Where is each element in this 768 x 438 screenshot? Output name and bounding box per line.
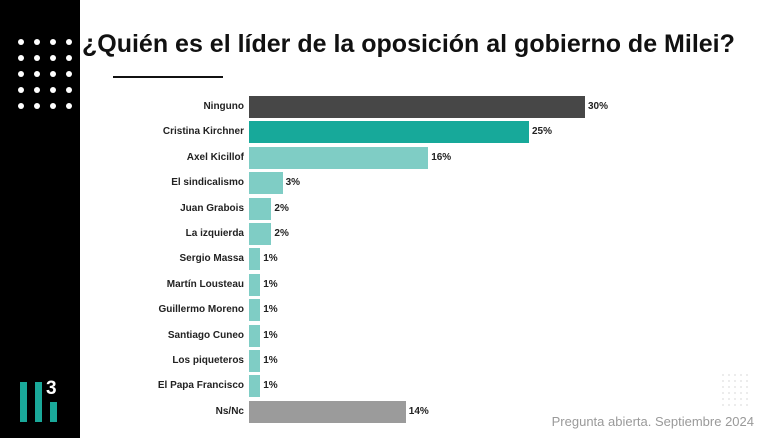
dot (18, 103, 24, 109)
bar (249, 172, 283, 195)
bar (249, 121, 529, 144)
dot (18, 39, 24, 45)
faint-dot (734, 386, 736, 388)
bar (249, 375, 261, 398)
bar (249, 96, 585, 118)
dot (66, 71, 72, 77)
page-title: ¿Quién es el líder de la oposición al go… (82, 30, 735, 58)
faint-dot (740, 386, 742, 388)
faint-dot (740, 398, 742, 400)
bar (249, 197, 272, 220)
faint-dot (728, 398, 730, 400)
dot (18, 55, 24, 61)
faint-dot (734, 374, 736, 376)
faint-dot (740, 374, 742, 376)
dot (18, 87, 24, 93)
bar (249, 223, 272, 245)
faint-dot (728, 404, 730, 406)
category-label: Los piqueteros (172, 355, 244, 366)
faint-dot (728, 374, 730, 376)
dot (50, 71, 56, 77)
faint-dot (740, 380, 742, 382)
faint-dot (740, 392, 742, 394)
faint-dot (734, 404, 736, 406)
category-label: Guillermo Moreno (158, 304, 244, 316)
bar (249, 146, 429, 169)
value-label: 2% (274, 228, 289, 239)
value-label: 1% (263, 355, 278, 366)
dot (66, 55, 72, 61)
logo-bar (35, 382, 42, 422)
faint-dot (746, 392, 748, 394)
category-label: El Papa Francisco (157, 380, 244, 392)
category-label: Juan Grabois (180, 202, 244, 214)
dot (34, 39, 40, 45)
value-label: 25% (532, 126, 553, 138)
value-label: 14% (408, 405, 429, 417)
logo-bar (50, 402, 57, 422)
dot (50, 87, 56, 93)
bar (249, 273, 261, 296)
dot (66, 87, 72, 93)
value-label: 1% (263, 278, 278, 290)
value-label: 1% (263, 304, 278, 316)
faint-dot (722, 404, 724, 406)
faint-dot (722, 386, 724, 388)
faint-dot (728, 392, 730, 394)
faint-dot (734, 398, 736, 400)
faint-dot (722, 392, 724, 394)
category-label: Axel Kicillof (186, 151, 244, 163)
faint-dot (722, 398, 724, 400)
faint-dot (734, 380, 736, 382)
dot (50, 55, 56, 61)
faint-dot (722, 374, 724, 376)
faint-dot (746, 386, 748, 388)
bar (249, 400, 406, 423)
value-label: 1% (263, 380, 278, 392)
dot (34, 87, 40, 93)
value-label: 3% (285, 177, 301, 189)
footer-note: Pregunta abierta. Septiembre 2024 (551, 414, 754, 429)
value-label: 30% (588, 101, 609, 112)
value-label: 2% (274, 202, 289, 214)
category-label: Martín Lousteau (166, 278, 244, 290)
bar (249, 324, 261, 347)
title-divider (113, 76, 223, 78)
value-label: 1% (263, 329, 278, 341)
category-label: La izquierda (185, 228, 244, 239)
category-label: Santiago Cuneo (167, 329, 244, 341)
category-label: Cristina Kirchner (162, 126, 244, 138)
logo-number: 3 (46, 378, 57, 399)
faint-dot (740, 404, 742, 406)
dot (50, 103, 56, 109)
category-label: Sergio Massa (179, 253, 244, 265)
dot (34, 55, 40, 61)
logo-bar (20, 382, 27, 422)
value-label: 16% (431, 151, 452, 163)
dot (66, 39, 72, 45)
faint-dot (746, 398, 748, 400)
bar (249, 299, 261, 322)
bar (249, 248, 261, 271)
faint-dot (746, 374, 748, 376)
dot (34, 103, 40, 109)
dot (18, 71, 24, 77)
value-label: 1% (263, 253, 278, 265)
faint-dot (722, 380, 724, 382)
category-label: Ns/Nc (215, 405, 244, 417)
faint-dot (728, 386, 730, 388)
dot (66, 103, 72, 109)
faint-dot (728, 380, 730, 382)
faint-dot (734, 392, 736, 394)
category-label: Ninguno (203, 101, 244, 112)
faint-dot (746, 380, 748, 382)
bar (249, 350, 261, 372)
category-label: El sindicalismo (171, 177, 244, 189)
faint-dot (746, 404, 748, 406)
dot (34, 71, 40, 77)
dot (50, 39, 56, 45)
